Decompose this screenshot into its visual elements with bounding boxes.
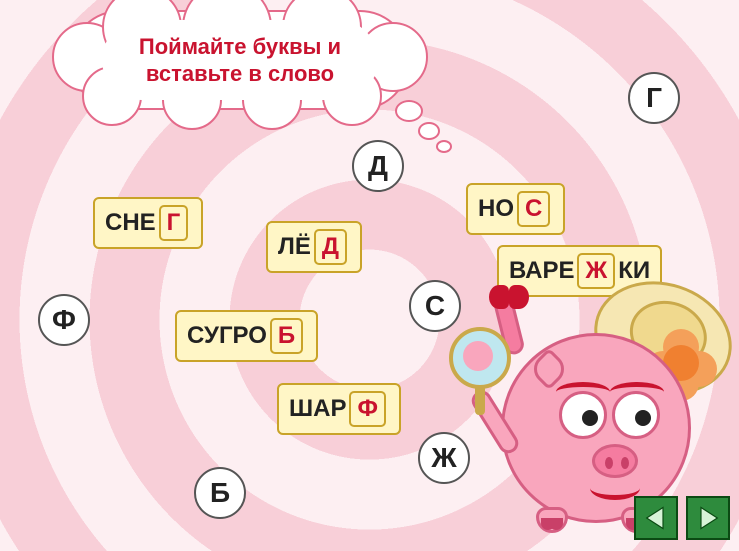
back-button[interactable] xyxy=(634,496,678,540)
letter-slot[interactable]: С xyxy=(517,191,550,227)
letter-circle-g[interactable]: Г xyxy=(628,72,680,124)
word-card-nos[interactable]: НОС xyxy=(466,183,565,235)
word-card-sharf[interactable]: ШАРФ xyxy=(277,383,401,435)
letter-circle-zh[interactable]: Ж xyxy=(418,432,470,484)
letter-circle-b[interactable]: Б xyxy=(194,467,246,519)
letter-slot[interactable]: Ж xyxy=(577,253,615,289)
instruction-line2: вставьте в слово xyxy=(146,61,334,86)
word-card-sneg[interactable]: СНЕГ xyxy=(93,197,203,249)
word-prefix: НО xyxy=(478,195,514,223)
word-prefix: ВАРЕ xyxy=(509,257,574,285)
triangle-right-icon xyxy=(694,504,722,532)
word-prefix: СУГРО xyxy=(187,322,267,350)
instruction-line1: Поймайте буквы и xyxy=(139,34,341,59)
thought-trail xyxy=(418,122,440,140)
word-prefix: ШАР xyxy=(289,395,346,423)
thought-trail xyxy=(436,140,452,153)
letter-slot[interactable]: Г xyxy=(159,205,189,241)
game-stage: Поймайте буквы и вставьте в слово ГДСФЖБ… xyxy=(0,0,739,551)
letter-circle-d[interactable]: Д xyxy=(352,140,404,192)
mirror-icon xyxy=(449,327,511,409)
word-card-sugrob[interactable]: СУГРОБ xyxy=(175,310,318,362)
instruction-cloud: Поймайте буквы и вставьте в слово xyxy=(70,10,410,110)
word-card-led[interactable]: ЛЁД xyxy=(266,221,362,273)
letter-slot[interactable]: Б xyxy=(270,318,303,354)
triangle-left-icon xyxy=(642,504,670,532)
next-button[interactable] xyxy=(686,496,730,540)
letter-circle-f[interactable]: Ф xyxy=(38,294,90,346)
letter-slot[interactable]: Ф xyxy=(349,391,385,427)
nyusha-pig xyxy=(481,291,721,531)
letter-slot[interactable]: Д xyxy=(314,229,347,265)
instruction-text: Поймайте буквы и вставьте в слово xyxy=(139,33,341,88)
word-prefix: ЛЁ xyxy=(278,233,311,261)
word-prefix: СНЕ xyxy=(105,209,156,237)
thought-trail xyxy=(395,100,423,122)
letter-circle-s[interactable]: С xyxy=(409,280,461,332)
